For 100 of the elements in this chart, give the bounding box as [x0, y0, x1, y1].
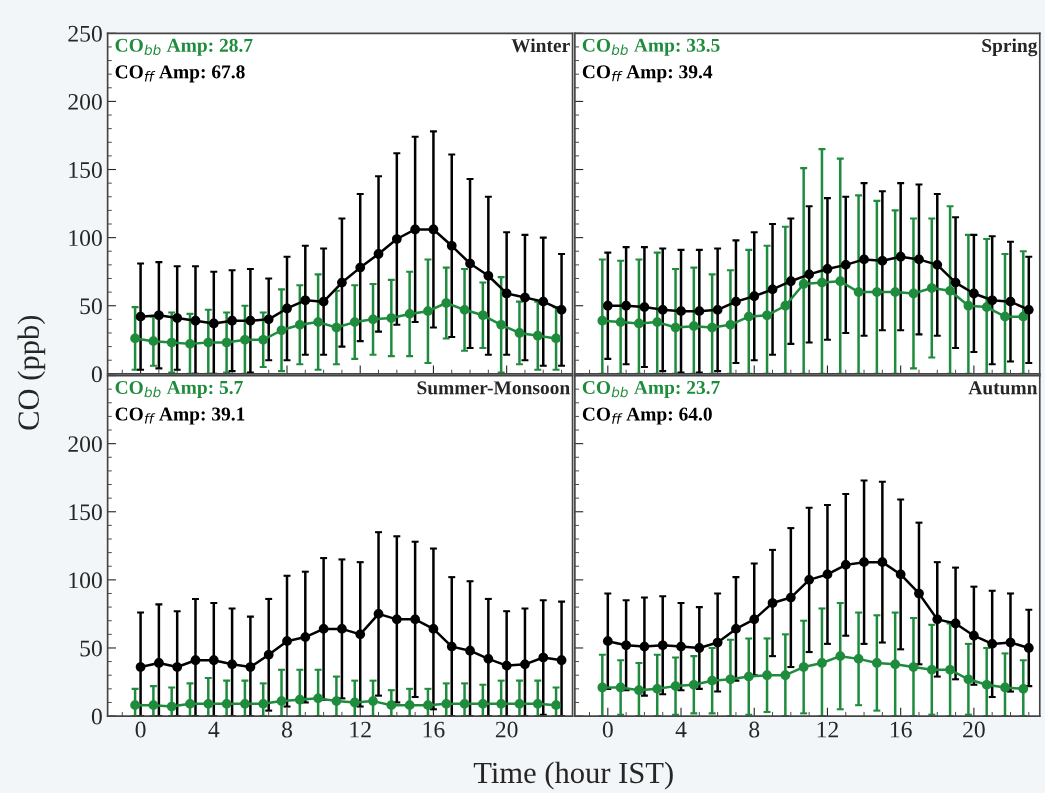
- point: [496, 319, 507, 330]
- point: [538, 652, 549, 663]
- point: [817, 658, 827, 668]
- point: [373, 249, 384, 259]
- point: [872, 287, 882, 297]
- point: [459, 698, 470, 709]
- point: [657, 640, 668, 651]
- point: [822, 264, 833, 274]
- point: [1018, 683, 1029, 694]
- point: [877, 557, 888, 568]
- annotation: CO$_{bb}$ Amp: 23.7: [582, 380, 720, 398]
- point: [404, 700, 415, 711]
- chart-title: Autumn: [968, 381, 1038, 395]
- point: [597, 682, 608, 693]
- point: [762, 670, 772, 681]
- point: [950, 618, 961, 629]
- point: [1000, 682, 1010, 693]
- point: [785, 276, 796, 287]
- point: [926, 664, 937, 675]
- point: [914, 588, 924, 599]
- point: [731, 624, 741, 634]
- point: [130, 700, 140, 711]
- point: [355, 629, 366, 640]
- point: [621, 640, 631, 651]
- point: [987, 295, 998, 306]
- y-tick-label: 200: [68, 93, 102, 110]
- point: [895, 569, 906, 580]
- annotation: CO$_{bb}$ Amp: 33.5: [582, 38, 720, 56]
- y-axis-title: CO (ppb): [17, 315, 46, 430]
- point: [520, 659, 530, 670]
- point: [245, 662, 256, 672]
- point: [465, 258, 475, 269]
- point: [981, 679, 992, 690]
- point: [749, 291, 760, 302]
- x-tick-label: 8: [749, 721, 760, 738]
- point: [945, 285, 955, 296]
- point: [300, 632, 311, 642]
- point: [688, 321, 699, 332]
- point: [981, 302, 992, 312]
- point: [349, 317, 360, 327]
- point: [483, 654, 494, 664]
- annotation: CO$_{bb}$ Amp: 5.7: [115, 380, 243, 398]
- point: [963, 674, 974, 685]
- point: [1023, 643, 1034, 653]
- x-tick-label: 4: [208, 721, 220, 738]
- chart-title: Winter: [511, 38, 570, 53]
- x-tick-label: 16: [890, 721, 912, 738]
- y-tick-label: 150: [69, 504, 102, 521]
- point: [987, 639, 998, 649]
- point: [725, 674, 736, 685]
- point: [1023, 304, 1034, 315]
- point: [602, 636, 613, 647]
- point: [245, 315, 256, 326]
- point: [712, 304, 723, 315]
- x-tick-label: 12: [817, 721, 838, 738]
- point: [459, 304, 470, 315]
- point: [707, 322, 717, 333]
- point: [670, 322, 681, 333]
- point: [602, 300, 613, 311]
- point: [148, 700, 159, 711]
- point: [780, 300, 791, 311]
- point: [227, 315, 237, 326]
- point: [532, 698, 543, 709]
- y-tick-label: 50: [80, 640, 102, 657]
- x-tick-label: 8: [282, 721, 293, 738]
- point: [835, 276, 846, 287]
- point: [798, 279, 809, 289]
- point: [785, 592, 796, 603]
- point: [652, 317, 663, 327]
- point: [822, 569, 833, 580]
- point: [597, 315, 608, 326]
- point: [621, 300, 631, 311]
- point: [712, 637, 723, 648]
- point: [465, 645, 475, 656]
- annotation: CO$_{ff}$ Amp: 67.8: [115, 65, 245, 83]
- point: [386, 313, 397, 323]
- point: [294, 694, 305, 705]
- y-tick-label: 0: [91, 366, 102, 383]
- x-axis-title: Time (hour IST): [473, 761, 673, 790]
- point: [514, 698, 525, 709]
- point: [368, 696, 378, 706]
- annotation: CO$_{ff}$ Amp: 39.1: [115, 407, 245, 425]
- point: [240, 698, 250, 709]
- point: [840, 560, 851, 570]
- point: [135, 311, 146, 322]
- point: [639, 302, 650, 312]
- point: [446, 641, 457, 652]
- point: [423, 306, 433, 317]
- point: [932, 614, 943, 625]
- point: [258, 334, 269, 345]
- point: [203, 337, 214, 348]
- y-tick-label: 100: [69, 572, 102, 589]
- y-tick-label: 0: [91, 708, 102, 725]
- point: [428, 624, 439, 634]
- point: [639, 641, 650, 652]
- point: [538, 296, 549, 307]
- point: [520, 292, 530, 303]
- point: [551, 700, 561, 711]
- point: [532, 330, 543, 341]
- annotation: CO$_{bb}$ Amp: 28.7: [115, 38, 253, 56]
